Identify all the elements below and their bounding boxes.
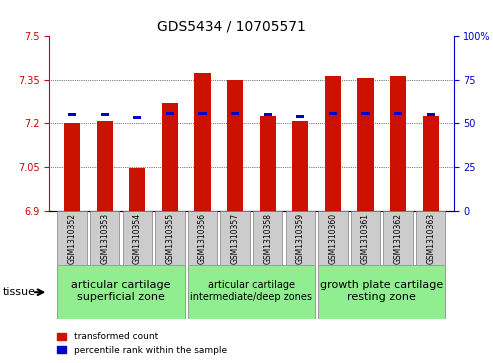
Text: GSM1310363: GSM1310363 xyxy=(426,213,435,264)
Text: GSM1310360: GSM1310360 xyxy=(328,213,337,264)
Bar xyxy=(264,113,272,116)
Bar xyxy=(423,116,439,211)
FancyBboxPatch shape xyxy=(220,211,250,265)
Text: growth plate cartilage
resting zone: growth plate cartilage resting zone xyxy=(320,280,444,302)
FancyBboxPatch shape xyxy=(318,265,445,319)
Bar xyxy=(296,115,304,118)
FancyBboxPatch shape xyxy=(351,211,380,265)
Bar xyxy=(129,168,145,211)
Text: GSM1310354: GSM1310354 xyxy=(133,213,142,264)
Text: GSM1310361: GSM1310361 xyxy=(361,213,370,264)
Bar xyxy=(68,113,76,116)
Text: GSM1310357: GSM1310357 xyxy=(231,213,240,264)
Bar xyxy=(194,73,211,211)
FancyBboxPatch shape xyxy=(285,211,315,265)
Text: tissue: tissue xyxy=(2,287,35,297)
FancyBboxPatch shape xyxy=(384,211,413,265)
Text: articular cartilage
intermediate/deep zones: articular cartilage intermediate/deep zo… xyxy=(190,280,313,302)
FancyBboxPatch shape xyxy=(188,265,315,319)
FancyBboxPatch shape xyxy=(155,211,184,265)
Bar xyxy=(426,113,435,116)
Bar xyxy=(227,80,243,211)
Bar xyxy=(390,76,406,211)
Text: GSM1310356: GSM1310356 xyxy=(198,213,207,264)
Bar xyxy=(325,76,341,211)
Title: GDS5434 / 10705571: GDS5434 / 10705571 xyxy=(157,20,306,34)
Bar xyxy=(64,123,80,211)
Bar xyxy=(329,112,337,115)
Text: GSM1310355: GSM1310355 xyxy=(166,213,175,264)
Bar xyxy=(133,115,141,119)
Text: GSM1310359: GSM1310359 xyxy=(296,213,305,264)
Bar xyxy=(361,112,370,115)
FancyBboxPatch shape xyxy=(58,211,87,265)
Bar xyxy=(357,78,374,211)
Text: GSM1310352: GSM1310352 xyxy=(68,213,76,264)
FancyBboxPatch shape xyxy=(416,211,445,265)
FancyBboxPatch shape xyxy=(58,265,184,319)
FancyBboxPatch shape xyxy=(123,211,152,265)
FancyBboxPatch shape xyxy=(318,211,348,265)
Legend: transformed count, percentile rank within the sample: transformed count, percentile rank withi… xyxy=(54,329,230,359)
Bar xyxy=(292,121,309,211)
Bar xyxy=(394,112,402,115)
FancyBboxPatch shape xyxy=(188,211,217,265)
Bar xyxy=(101,113,109,116)
Bar xyxy=(97,121,113,211)
Bar xyxy=(199,112,207,115)
Bar xyxy=(260,116,276,211)
Bar xyxy=(231,112,239,115)
FancyBboxPatch shape xyxy=(90,211,119,265)
Bar xyxy=(166,112,174,115)
Text: articular cartilage
superficial zone: articular cartilage superficial zone xyxy=(71,280,171,302)
Text: GSM1310358: GSM1310358 xyxy=(263,213,272,264)
Bar xyxy=(162,103,178,211)
Text: GSM1310353: GSM1310353 xyxy=(100,213,109,264)
Text: GSM1310362: GSM1310362 xyxy=(393,213,403,264)
FancyBboxPatch shape xyxy=(253,211,282,265)
